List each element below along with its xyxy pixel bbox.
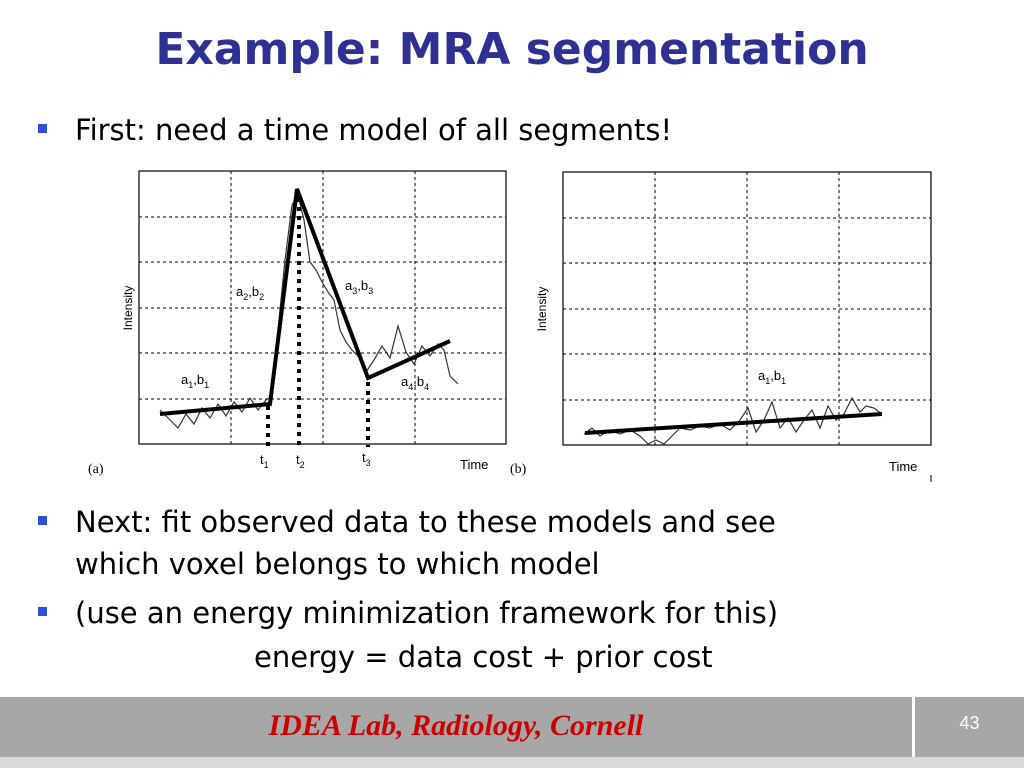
bullet-text: Next: fit observed data to these models …: [75, 505, 776, 539]
bullet-text-continuation: which voxel belongs to which model: [75, 547, 600, 581]
bullet-square-icon: [38, 607, 47, 616]
panel-b-ylabel: Intensity: [535, 287, 549, 332]
footer-text: IDEA Lab, Radiology, Cornell: [268, 709, 644, 742]
panel-a-xlabel: Time: [460, 457, 488, 472]
panel-a-signal: [159, 193, 459, 429]
panel-a-model: [159, 188, 451, 416]
time-mark-t1: t1: [260, 452, 269, 470]
bullet-text: (use an energy minimization framework fo…: [75, 596, 779, 630]
energy-equation: energy = data cost + prior cost: [254, 640, 713, 674]
time-mark-t2: t2: [296, 452, 305, 470]
panel-a-ylabel: Intensity: [121, 286, 135, 331]
segment-label-a3b3: a3,b3: [345, 278, 373, 296]
panel-a-grid: [139, 171, 506, 444]
panel-a-label: (a): [88, 462, 104, 477]
panel-b-label: (b): [510, 462, 527, 477]
bullet-text: First: need a time model of all segments…: [75, 113, 673, 147]
panel-a-time-markers: [266, 198, 370, 447]
slide-title: Example: MRA segmentation: [155, 24, 869, 75]
mra-figure: Intensity Time (a) a1,b1 a2,b2 a3,b3 a4,…: [88, 170, 932, 482]
segment-label-a4b4: a4,b4: [401, 374, 429, 392]
bullet-square-icon: [38, 124, 47, 133]
footer-strip: [0, 757, 1024, 768]
footer-bar: IDEA Lab, Radiology, Cornell 43: [0, 697, 1024, 757]
panel-b-signal: [583, 396, 883, 445]
segment-label-a2b2: a2,b2: [236, 284, 264, 302]
segment-label-b-a1b1: a1,b1: [758, 368, 786, 386]
segment-label-a1b1: a1,b1: [181, 372, 209, 390]
footer-divider: [912, 697, 915, 757]
panel-b-grid: [563, 172, 931, 445]
bullet-square-icon: [38, 516, 47, 525]
panel-a: Intensity Time (a) a1,b1 a2,b2 a3,b3 a4,…: [88, 170, 507, 477]
page-number: 43: [959, 713, 980, 733]
panel-b-model: [584, 412, 883, 435]
panel-b: Intensity Time (b) a1,b1: [510, 171, 932, 482]
time-mark-t3: t3: [362, 450, 371, 468]
panel-b-xlabel: Time: [889, 459, 917, 474]
